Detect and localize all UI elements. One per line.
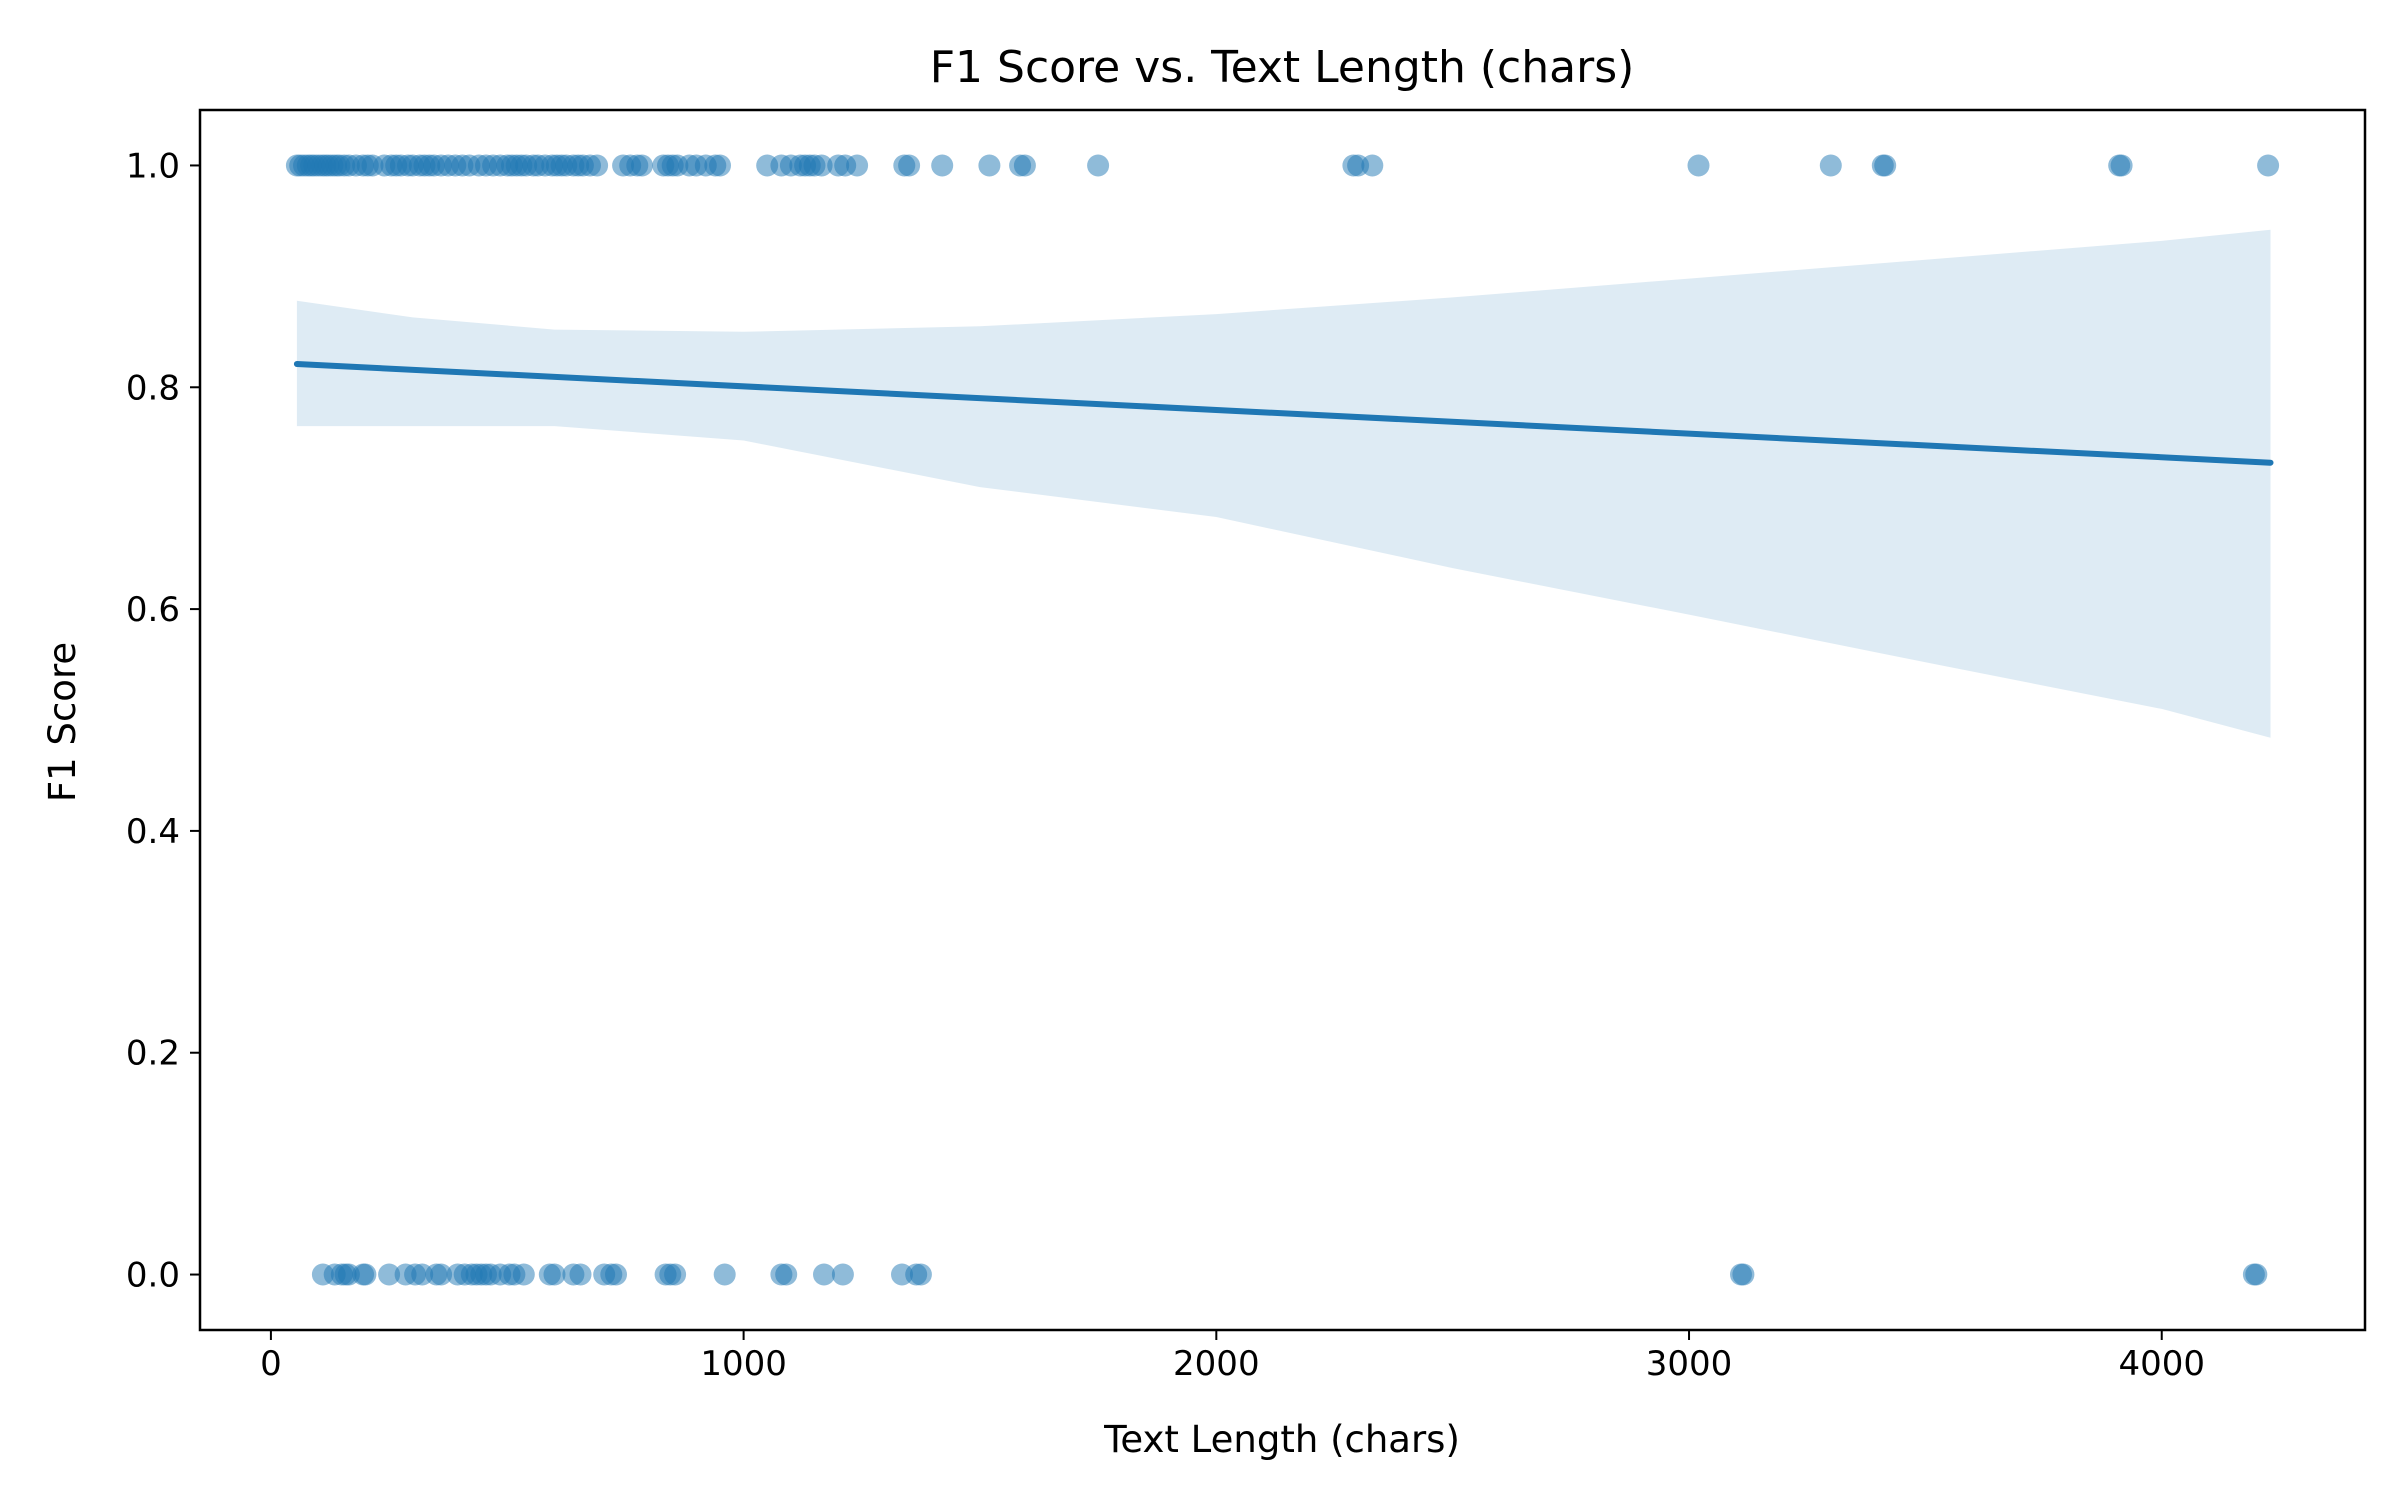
data-point <box>569 1263 592 1286</box>
data-point <box>586 154 609 177</box>
data-point <box>2245 1263 2268 1286</box>
data-point <box>1687 154 1710 177</box>
x-tick-label: 0 <box>260 1344 282 1384</box>
data-point <box>831 1263 854 1286</box>
data-point <box>846 154 869 177</box>
confidence-band <box>296 229 2271 738</box>
data-point <box>605 1263 627 1286</box>
data-point <box>664 1263 687 1286</box>
data-point <box>1732 1263 1755 1286</box>
data-point <box>713 1263 736 1286</box>
y-tick-label: 0.4 <box>126 812 180 852</box>
data-point <box>909 1263 932 1286</box>
data-point <box>709 154 731 177</box>
data-point <box>2257 154 2280 177</box>
data-point <box>1361 154 1384 177</box>
data-point <box>775 1263 798 1286</box>
data-point <box>1087 154 1110 177</box>
data-point <box>931 154 954 177</box>
data-point <box>631 154 653 177</box>
data-point <box>430 1263 453 1286</box>
data-point <box>543 1263 566 1286</box>
x-tick-label: 3000 <box>1646 1344 1733 1384</box>
data-point <box>1819 154 1842 177</box>
y-tick-label: 1.0 <box>126 146 180 186</box>
data-point <box>813 1263 835 1286</box>
y-axis-title: F1 Score <box>41 642 84 802</box>
x-tick-label: 2000 <box>1173 1344 1260 1384</box>
data-point <box>2110 154 2133 177</box>
y-tick-label: 0.8 <box>126 368 180 408</box>
x-tick-label: 4000 <box>2118 1344 2205 1384</box>
data-point <box>810 154 833 177</box>
y-tick-label: 0.6 <box>126 590 180 630</box>
axes-frame <box>198 108 2367 1332</box>
data-point <box>978 154 1001 177</box>
regression-line <box>293 361 2274 466</box>
data-point <box>898 154 921 177</box>
data-point <box>1874 154 1897 177</box>
x-tick-label: 1000 <box>700 1344 787 1384</box>
data-point <box>1013 154 1036 177</box>
data-point <box>512 1263 535 1286</box>
y-tick-label: 0.2 <box>126 1034 180 1074</box>
data-point <box>378 1263 401 1286</box>
x-axis-title: Text Length (chars) <box>1103 1418 1460 1461</box>
data-point <box>354 1263 377 1286</box>
y-tick-label: 0.0 <box>126 1256 180 1296</box>
plot-area: 0 1000 2000 3000 4000 0.0 0.2 0.4 0.6 0.8 1.0 <box>126 108 2367 1384</box>
chart-title: F1 Score vs. Text Length (chars) <box>930 42 1635 93</box>
